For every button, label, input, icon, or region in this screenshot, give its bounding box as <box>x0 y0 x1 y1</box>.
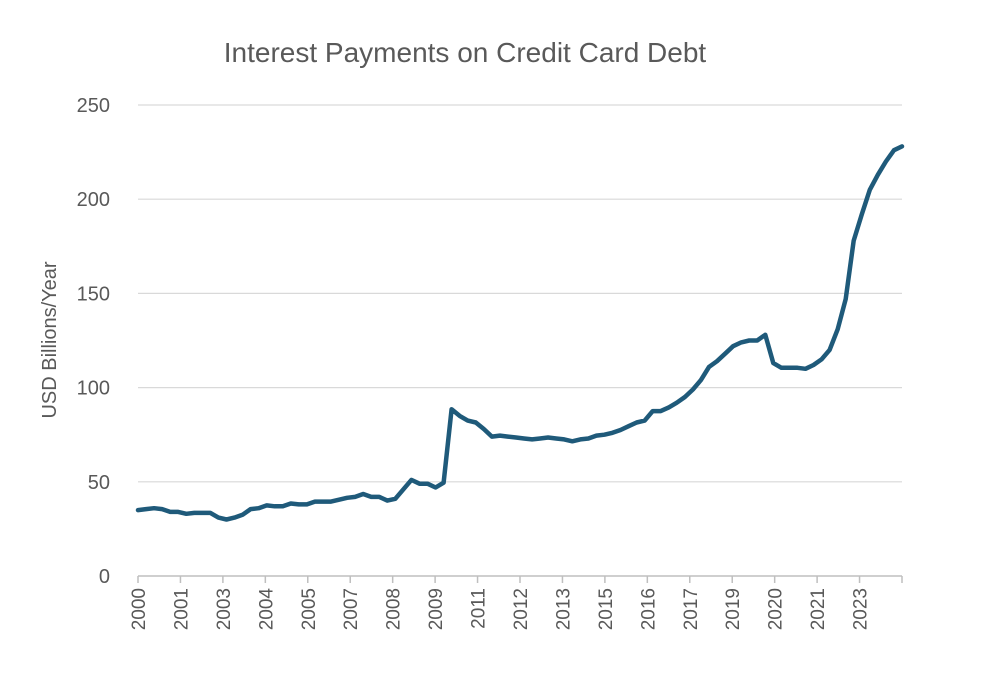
x-tick-label: 2019 <box>723 588 744 630</box>
x-tick-label: 2009 <box>426 588 447 630</box>
x-tick-label: 2011 <box>469 588 490 629</box>
x-tick-label: 2007 <box>341 588 362 630</box>
y-tick-label: 100 <box>77 378 110 400</box>
series-line <box>135 144 905 522</box>
x-tick-label: 2004 <box>256 588 277 631</box>
x-axis-ticks: 2000 2001 2003 2004 2005 2007 2008 2009 2011 2012… <box>129 576 903 631</box>
y-tick-label: 250 <box>77 95 110 117</box>
y-tick-label: 50 <box>88 472 110 494</box>
y-tick-label: 200 <box>77 189 110 211</box>
x-tick-label: 2012 <box>511 588 532 630</box>
x-tick-label: 2023 <box>851 588 872 630</box>
x-tick-label: 2001 <box>171 588 192 630</box>
x-tick-label: 2008 <box>384 588 405 630</box>
y-tick-label: 150 <box>77 283 110 305</box>
x-tick-label: 2000 <box>129 588 150 630</box>
y-axis-label: USD Billions/Year <box>39 261 61 418</box>
y-axis-ticks: 0 50 100 150 200 250 <box>77 95 110 588</box>
x-tick-label: 2020 <box>766 588 787 630</box>
x-tick-label: 2003 <box>214 588 235 630</box>
x-tick-label: 2005 <box>299 588 320 630</box>
x-tick-label: 2021 <box>808 588 829 630</box>
chart-title: Interest Payments on Credit Card Debt <box>224 37 707 68</box>
x-tick-label: 2013 <box>553 588 574 630</box>
x-tick-label: 2016 <box>638 588 659 630</box>
gridlines <box>138 104 902 483</box>
x-tick-label: 2017 <box>681 588 702 630</box>
x-tick-label: 2015 <box>596 588 617 630</box>
y-tick-label: 0 <box>99 566 110 588</box>
